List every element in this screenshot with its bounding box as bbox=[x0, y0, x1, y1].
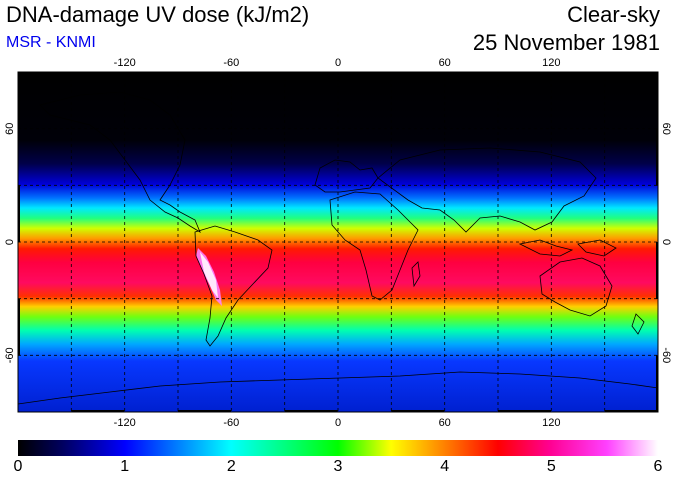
sky-condition-label: Clear-sky bbox=[567, 2, 660, 27]
map-border bbox=[17, 71, 659, 413]
lon-label-top: -60 bbox=[223, 57, 239, 69]
date-label: 25 November 1981 bbox=[472, 30, 660, 55]
colorbar bbox=[18, 440, 658, 456]
lon-label-bottom: -120 bbox=[114, 417, 136, 429]
lon-label-top: 0 bbox=[335, 57, 341, 69]
lon-label-bottom: -60 bbox=[223, 417, 239, 429]
lon-label-bottom: 60 bbox=[439, 417, 451, 429]
lon-label-top: 60 bbox=[439, 57, 451, 69]
lon-label-bottom: 0 bbox=[335, 417, 341, 429]
colorbar-label: 1 bbox=[120, 458, 130, 475]
colorbar-label: 6 bbox=[653, 458, 663, 475]
source-label: MSR - KNMI bbox=[6, 34, 96, 51]
lat-label-right: 60 bbox=[660, 123, 672, 135]
andes-hotspot-core bbox=[200, 252, 218, 298]
colorbar-label: 2 bbox=[226, 458, 236, 475]
lon-label-top: 120 bbox=[542, 57, 560, 69]
graticule bbox=[18, 72, 658, 412]
lat-label-left: -60 bbox=[4, 347, 16, 363]
colorbar-label: 0 bbox=[13, 458, 23, 475]
colorbar-label: 3 bbox=[333, 458, 343, 475]
colorbar-label: 4 bbox=[440, 458, 450, 475]
lat-label-left: 0 bbox=[4, 239, 16, 245]
lat-label-right: -60 bbox=[660, 347, 672, 363]
lon-label-top: -120 bbox=[114, 57, 136, 69]
coastlines bbox=[18, 91, 658, 405]
colorbar-label: 5 bbox=[546, 458, 556, 475]
map-title: DNA-damage UV dose (kJ/m2) bbox=[6, 2, 310, 27]
lon-label-bottom: 120 bbox=[542, 417, 560, 429]
lat-label-left: 60 bbox=[4, 123, 16, 135]
lat-label-right: 0 bbox=[660, 239, 672, 245]
